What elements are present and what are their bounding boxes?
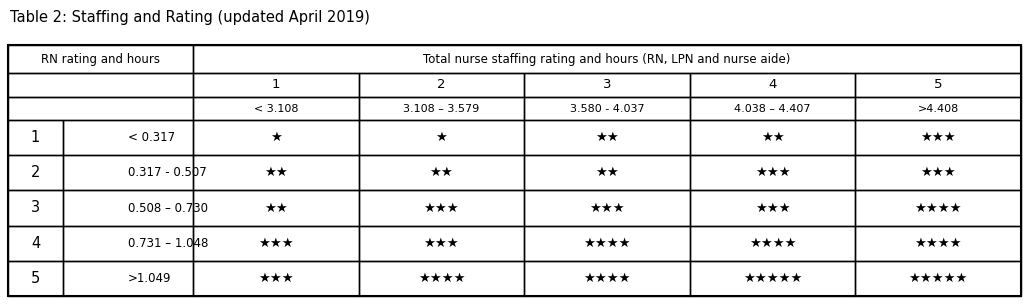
Bar xyxy=(358,73,524,97)
Bar xyxy=(855,73,1021,97)
Text: ★: ★ xyxy=(270,131,282,144)
Bar xyxy=(524,120,689,155)
Text: 2: 2 xyxy=(31,165,40,180)
Bar xyxy=(524,226,689,261)
Bar xyxy=(524,73,689,97)
Bar xyxy=(193,120,358,155)
Bar xyxy=(689,73,855,97)
Bar xyxy=(524,261,689,296)
Text: ★★★★: ★★★★ xyxy=(418,272,465,285)
Text: ★★★★★: ★★★★★ xyxy=(743,272,803,285)
Bar xyxy=(855,226,1021,261)
Bar xyxy=(855,155,1021,190)
Text: ★★★: ★★★ xyxy=(590,202,625,215)
Text: 3: 3 xyxy=(31,201,40,216)
Text: ★★★: ★★★ xyxy=(258,272,293,285)
Bar xyxy=(63,226,193,261)
Text: ★★★★: ★★★★ xyxy=(915,202,962,215)
Text: RN rating and hours: RN rating and hours xyxy=(41,53,159,65)
Text: 4: 4 xyxy=(31,236,40,251)
Bar xyxy=(358,261,524,296)
Bar xyxy=(855,261,1021,296)
Bar xyxy=(855,120,1021,155)
Bar xyxy=(8,120,63,155)
Text: ★★★★: ★★★★ xyxy=(583,237,631,250)
Text: ★★★: ★★★ xyxy=(258,237,293,250)
Bar xyxy=(193,155,358,190)
Bar xyxy=(8,73,193,97)
Text: ★★★: ★★★ xyxy=(424,202,459,215)
Bar xyxy=(524,155,689,190)
Text: < 3.108: < 3.108 xyxy=(253,103,298,113)
Bar xyxy=(358,120,524,155)
Bar xyxy=(8,45,193,73)
Text: 5: 5 xyxy=(31,271,40,286)
Text: ★★: ★★ xyxy=(263,202,288,215)
Bar xyxy=(8,155,63,190)
Bar xyxy=(63,190,193,226)
Text: ★★★: ★★★ xyxy=(920,166,956,179)
Text: ★★★: ★★★ xyxy=(920,131,956,144)
Bar xyxy=(689,155,855,190)
Bar xyxy=(358,97,524,120)
Text: 3.108 – 3.579: 3.108 – 3.579 xyxy=(403,103,480,113)
Text: ★★: ★★ xyxy=(595,166,618,179)
Bar xyxy=(193,73,358,97)
Text: >4.408: >4.408 xyxy=(918,103,959,113)
Bar xyxy=(193,45,1021,73)
Text: 4.038 – 4.407: 4.038 – 4.407 xyxy=(735,103,811,113)
Bar xyxy=(855,190,1021,226)
Text: Total nurse staffing rating and hours (RN, LPN and nurse aide): Total nurse staffing rating and hours (R… xyxy=(423,53,790,65)
Bar xyxy=(524,190,689,226)
Text: ★★★★: ★★★★ xyxy=(749,237,796,250)
Bar xyxy=(855,97,1021,120)
Bar xyxy=(8,45,1021,296)
Bar xyxy=(358,155,524,190)
Bar xyxy=(8,190,63,226)
Bar xyxy=(63,120,193,155)
Bar xyxy=(689,97,855,120)
Bar xyxy=(358,190,524,226)
Text: ★: ★ xyxy=(435,131,448,144)
Text: ★★★★★: ★★★★★ xyxy=(909,272,968,285)
Text: ★★★: ★★★ xyxy=(755,166,790,179)
Text: 4: 4 xyxy=(769,78,777,92)
Text: < 0.317: < 0.317 xyxy=(128,131,175,144)
Text: Table 2: Staffing and Rating (updated April 2019): Table 2: Staffing and Rating (updated Ap… xyxy=(10,10,369,25)
Bar xyxy=(63,155,193,190)
Text: ★★★★: ★★★★ xyxy=(583,272,631,285)
Bar xyxy=(358,226,524,261)
Text: 1: 1 xyxy=(272,78,280,92)
Text: ★★★★: ★★★★ xyxy=(915,237,962,250)
Bar xyxy=(63,261,193,296)
Text: 3.580 - 4.037: 3.580 - 4.037 xyxy=(570,103,644,113)
Text: ★★: ★★ xyxy=(429,166,454,179)
Text: ★★: ★★ xyxy=(263,166,288,179)
Bar xyxy=(689,120,855,155)
Bar xyxy=(8,97,193,120)
Text: ★★★: ★★★ xyxy=(755,202,790,215)
Bar xyxy=(193,97,358,120)
Text: ★★: ★★ xyxy=(595,131,618,144)
Bar xyxy=(8,261,63,296)
Bar xyxy=(193,226,358,261)
Text: 2: 2 xyxy=(437,78,446,92)
Bar xyxy=(689,190,855,226)
Text: 5: 5 xyxy=(934,78,943,92)
Bar xyxy=(8,226,63,261)
Text: 0.508 – 0.730: 0.508 – 0.730 xyxy=(128,202,208,215)
Text: ★★: ★★ xyxy=(760,131,784,144)
Text: >1.049: >1.049 xyxy=(128,272,172,285)
Text: 1: 1 xyxy=(31,130,40,145)
Bar xyxy=(689,261,855,296)
Bar xyxy=(524,97,689,120)
Bar xyxy=(193,261,358,296)
Text: ★★★: ★★★ xyxy=(424,237,459,250)
Text: 0.731 – 1.048: 0.731 – 1.048 xyxy=(128,237,209,250)
Text: 3: 3 xyxy=(603,78,611,92)
Bar xyxy=(193,190,358,226)
Bar xyxy=(689,226,855,261)
Text: 0.317 - 0.507: 0.317 - 0.507 xyxy=(128,166,207,179)
